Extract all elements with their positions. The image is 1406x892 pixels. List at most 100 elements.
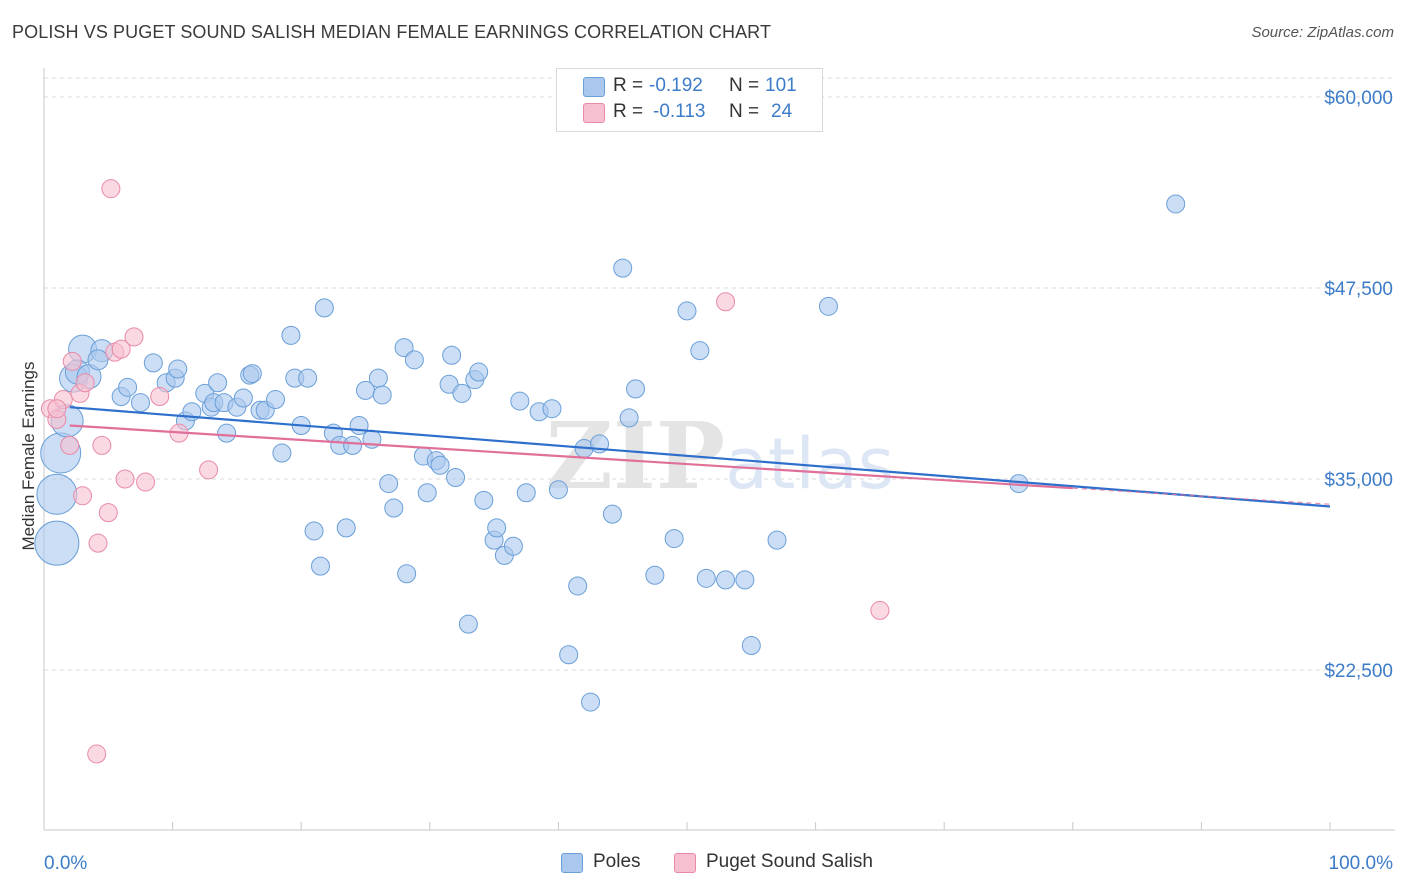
poles-point bbox=[336, 518, 356, 538]
poles-legend-swatch bbox=[561, 853, 583, 873]
poles-point bbox=[397, 564, 417, 584]
y-tick-label: $22,500 bbox=[1324, 661, 1393, 682]
poles-point bbox=[767, 530, 787, 550]
salish-point bbox=[87, 744, 107, 764]
poles-point bbox=[469, 362, 489, 382]
n-label: N = bbox=[729, 75, 760, 96]
poles-point bbox=[677, 301, 697, 321]
salish-point bbox=[88, 533, 108, 553]
x-tick-label-max: 100.0% bbox=[1329, 853, 1394, 874]
poles-point bbox=[619, 408, 639, 428]
poles-point bbox=[548, 480, 568, 500]
poles-point bbox=[87, 349, 109, 371]
poles-point bbox=[298, 368, 318, 388]
poles-point bbox=[510, 391, 530, 411]
poles-point bbox=[559, 645, 579, 665]
poles-point bbox=[314, 298, 334, 318]
y-tick-label: $47,500 bbox=[1324, 279, 1393, 300]
poles-point bbox=[818, 296, 838, 316]
poles-point bbox=[602, 504, 622, 524]
salish-point bbox=[47, 399, 67, 419]
r-label: R = bbox=[613, 101, 644, 122]
poles-point bbox=[741, 636, 761, 656]
poles-point bbox=[487, 518, 507, 538]
source-label: Source: ZipAtlas.com bbox=[1251, 24, 1394, 41]
salish-point bbox=[716, 292, 736, 312]
poles-point bbox=[645, 565, 665, 585]
salish-point bbox=[62, 351, 82, 371]
poles-point bbox=[281, 325, 301, 345]
poles-point bbox=[474, 490, 494, 510]
poles-point bbox=[458, 614, 478, 634]
salish-trend-extension bbox=[1072, 487, 1331, 505]
salish-point bbox=[870, 600, 890, 620]
poles-point bbox=[130, 393, 150, 413]
n-label: N = bbox=[729, 101, 760, 122]
poles-point bbox=[208, 373, 228, 393]
poles-point bbox=[404, 350, 424, 370]
salish-point bbox=[75, 373, 95, 393]
watermark: ZIPatlas bbox=[546, 402, 895, 510]
poles-point bbox=[36, 473, 78, 515]
poles-point bbox=[168, 359, 188, 379]
poles-point bbox=[143, 353, 163, 373]
poles-point bbox=[217, 423, 237, 443]
salish-legend-swatch bbox=[674, 853, 696, 873]
poles-point bbox=[379, 474, 399, 494]
poles-point bbox=[516, 483, 536, 503]
n-value: 101 bbox=[765, 75, 797, 96]
poles-point bbox=[613, 258, 633, 278]
poles-swatch bbox=[583, 77, 605, 97]
poles-point bbox=[242, 364, 262, 384]
poles-point bbox=[696, 568, 716, 588]
y-tick-label: $35,000 bbox=[1324, 470, 1393, 491]
axis-layer: $60,000 $47,500 $35,000 $22,500 0.0% 100.0% bbox=[43, 68, 1395, 874]
salish-point bbox=[150, 386, 170, 406]
poles-point bbox=[349, 416, 369, 436]
poles-point bbox=[442, 345, 462, 365]
poles-point bbox=[716, 570, 736, 590]
poles-legend-label: Poles bbox=[593, 851, 641, 872]
poles-point bbox=[34, 520, 80, 566]
poles-point bbox=[394, 338, 414, 358]
poles-point bbox=[310, 556, 330, 576]
poles-point bbox=[343, 435, 363, 455]
poles-point bbox=[417, 483, 437, 503]
salish-point bbox=[92, 435, 112, 455]
n-value: 24 bbox=[771, 101, 793, 122]
salish-legend-label: Puget Sound Salish bbox=[706, 851, 873, 872]
poles-point bbox=[372, 385, 392, 405]
salish-point bbox=[124, 327, 144, 347]
salish-point bbox=[136, 472, 156, 492]
y-tick-label: $60,000 bbox=[1324, 88, 1393, 109]
salish-trend-line bbox=[69, 424, 1073, 490]
poles-point bbox=[430, 455, 450, 475]
poles-point bbox=[265, 390, 285, 410]
y-axis-title: Median Female Earnings bbox=[19, 362, 38, 551]
stats-legend: R = -0.192 N = 101 R = -0.113 N = 24 bbox=[556, 68, 823, 132]
r-value: -0.113 bbox=[653, 101, 706, 122]
poles-point bbox=[664, 529, 684, 549]
poles-point bbox=[626, 379, 646, 399]
trend-layer bbox=[69, 406, 1331, 508]
poles-point bbox=[1166, 194, 1186, 214]
salish-point bbox=[199, 460, 219, 480]
poles-point bbox=[118, 377, 138, 397]
r-value: -0.192 bbox=[649, 75, 703, 96]
salish-point bbox=[98, 503, 118, 523]
poles-point bbox=[568, 576, 588, 596]
poles-point bbox=[452, 383, 472, 403]
poles-point bbox=[503, 536, 523, 556]
r-label: R = bbox=[613, 75, 644, 96]
salish-point bbox=[101, 179, 121, 199]
watermark-atlas: atlas bbox=[725, 423, 894, 505]
poles-point bbox=[446, 467, 466, 487]
poles-point bbox=[735, 570, 755, 590]
poles-point bbox=[368, 368, 388, 388]
salish-point bbox=[73, 486, 93, 506]
poles-point bbox=[439, 374, 459, 394]
poles-point bbox=[581, 692, 601, 712]
salish-point bbox=[111, 339, 131, 359]
salish-swatch bbox=[583, 103, 605, 123]
